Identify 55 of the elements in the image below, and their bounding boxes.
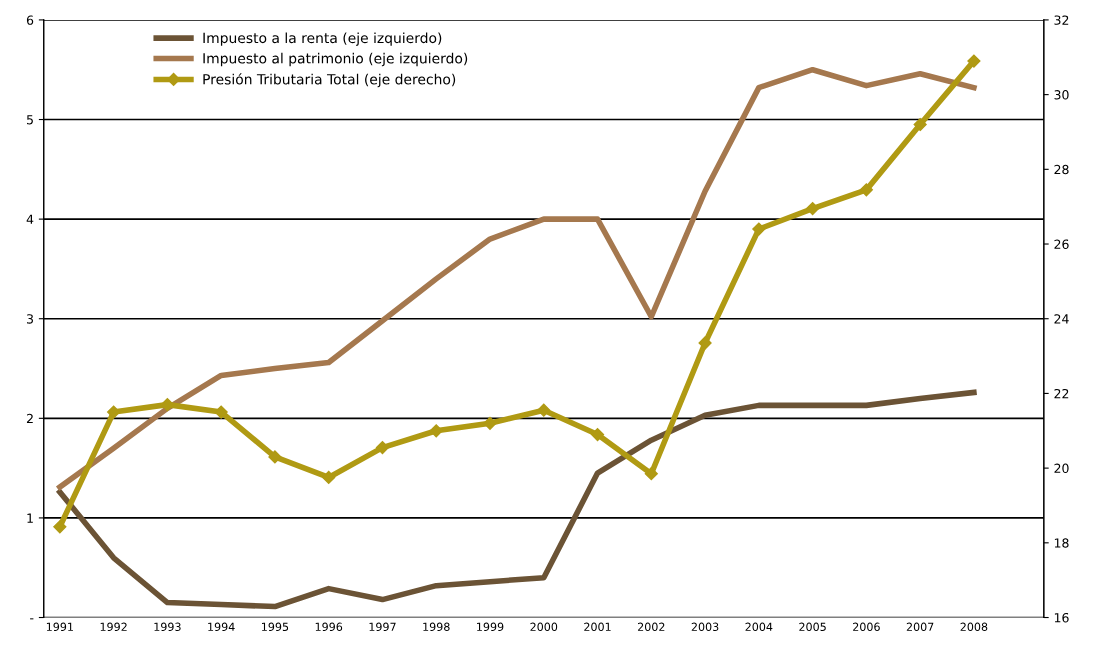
- y2-tick-label: 18: [1054, 538, 1069, 548]
- x-tick-label: 1995: [262, 622, 289, 631]
- point: [268, 450, 282, 464]
- y-tick-label: 5: [27, 115, 33, 125]
- y2-tick-label: 16: [1054, 612, 1069, 623]
- x-tick-label: 2006: [853, 622, 880, 631]
- point: [375, 440, 390, 455]
- y2-tick-label: 20: [1054, 463, 1069, 474]
- y2-tick-label: 26: [1054, 239, 1069, 249]
- legend-label: Impuesto a la renta (eje izquierdo): [203, 32, 442, 46]
- x-tick-label: 1991: [46, 622, 73, 631]
- y-tick-label: 1: [27, 513, 33, 523]
- point: [967, 54, 981, 68]
- y2-tick-label: 28: [1054, 164, 1069, 175]
- point: [752, 222, 766, 236]
- y-tick-label: 2: [26, 413, 33, 424]
- y2-tick-label: 22: [1054, 388, 1069, 399]
- y2-tick-label: 24: [1054, 314, 1069, 324]
- point: [806, 201, 820, 216]
- x-tick-label: 1998: [423, 622, 450, 631]
- point: [160, 398, 174, 412]
- point: [698, 336, 712, 350]
- x-tick-label: 2008: [960, 622, 988, 631]
- x-tick-label: 1993: [154, 622, 181, 631]
- x-tick-label: 1997: [369, 622, 396, 631]
- x-tick-label: 2002: [637, 622, 665, 631]
- y2-tick-label: 32: [1054, 15, 1069, 25]
- legend-label: Impuesto al patrimonio (eje izquierdo): [203, 52, 468, 67]
- point: [590, 427, 605, 442]
- y-tick-label: 4: [26, 214, 34, 224]
- point: [214, 405, 228, 419]
- point: [53, 520, 67, 534]
- x-tick-label: 2007: [906, 622, 934, 631]
- x-tick-label: 1999: [477, 622, 504, 631]
- point: [859, 183, 873, 197]
- x-tick-label: 1996: [315, 622, 343, 631]
- x-tick-label: 1994: [208, 622, 235, 631]
- legend-label: Presión Tributaria Total (eje derecho): [203, 73, 456, 88]
- point: [644, 467, 658, 481]
- point: [429, 424, 443, 438]
- point: [483, 416, 497, 430]
- y2-tick-label: 30: [1054, 90, 1069, 100]
- y-tick-label: 3: [27, 314, 33, 324]
- point: [107, 405, 121, 419]
- x-tick-label: 2000: [530, 622, 558, 631]
- y-tick-label: -: [30, 618, 34, 620]
- point: [322, 470, 336, 485]
- x-tick-label: 2003: [691, 622, 719, 631]
- x-tick-label: 1992: [100, 622, 127, 631]
- point: [913, 117, 927, 132]
- x-tick-label: 2005: [799, 622, 826, 631]
- x-tick-label: 2001: [584, 622, 611, 631]
- x-tick-label: 2004: [745, 622, 773, 631]
- y-tick-label: 6: [26, 15, 34, 25]
- point: [537, 403, 551, 417]
